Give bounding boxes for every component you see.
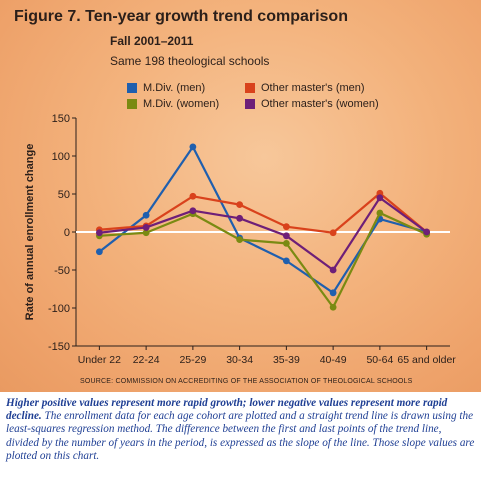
x-tick-label: 25-29 <box>179 354 206 366</box>
legend-label-mdiv-men: M.Div. (men) <box>143 82 206 94</box>
legend-item-mdiv-men: M.Div. (men) <box>127 82 205 94</box>
figure-caption: Higher positive values represent more ra… <box>6 397 476 463</box>
legend-item-other-women: Other master's (women) <box>245 98 379 110</box>
series-point <box>142 229 150 237</box>
y-tick-label: -100 <box>48 303 70 315</box>
series-point <box>236 214 244 222</box>
chart-subtitle-sample: Same 198 theological schools <box>110 54 270 68</box>
series-point <box>142 211 150 219</box>
series-point <box>282 240 290 247</box>
series-point <box>236 236 244 244</box>
series-point <box>329 289 337 297</box>
y-tick-label: -50 <box>54 265 70 277</box>
series-point <box>95 229 103 237</box>
y-tick-label: 100 <box>52 151 70 163</box>
series-line-0 <box>98 145 427 294</box>
legend-label-other-men: Other master's (men) <box>261 82 365 94</box>
line-chart: 150 100 50 0 -50 -100 -150 Under 22 22-24 25-29 30… <box>24 113 456 366</box>
x-tick-label: Under 22 <box>78 354 121 366</box>
legend-label-other-women: Other master's (women) <box>261 98 379 110</box>
x-tick-label: 50-64 <box>366 354 393 366</box>
series-point <box>189 207 197 215</box>
series-point <box>376 194 384 202</box>
legend-swatch-mdiv-men <box>127 83 137 93</box>
series-line-1 <box>99 192 428 234</box>
x-tick-label: 40-49 <box>320 354 347 366</box>
caption-text: The enrollment data for each age cohort … <box>6 410 475 462</box>
legend-swatch-other-women <box>245 99 255 109</box>
series-point <box>329 303 337 311</box>
y-tick-label: -150 <box>48 341 70 353</box>
legend-swatch-other-men <box>245 83 255 93</box>
series-point <box>329 266 337 274</box>
y-axis-label: Rate of annual enrollment change <box>24 144 36 321</box>
series-point <box>95 248 103 256</box>
y-tick-label: 0 <box>64 227 70 239</box>
chart-figure: Figure 7. Ten-year growth trend comparis… <box>0 0 481 392</box>
legend-label-mdiv-women: M.Div. (women) <box>143 98 220 110</box>
y-tick-label: 50 <box>58 189 70 201</box>
y-tick-label: 150 <box>52 113 70 125</box>
series-point <box>189 143 197 151</box>
legend-item-other-men: Other master's (men) <box>245 82 365 94</box>
series-point <box>423 228 431 236</box>
series-point <box>282 223 290 231</box>
x-tick-label: 22-24 <box>133 354 160 366</box>
chart-title: Figure 7. Ten-year growth trend comparis… <box>14 8 348 25</box>
series-point <box>142 224 150 231</box>
caption-bold-text: Higher positive values represent more ra… <box>6 397 448 423</box>
series-point <box>189 192 197 200</box>
series-point <box>236 201 244 209</box>
x-tick-label: 30-34 <box>226 354 253 366</box>
series-point <box>329 229 337 237</box>
series-point <box>282 232 290 240</box>
chart-subtitle-period: Fall 2001–2011 <box>110 34 194 48</box>
x-tick-label: 65 and older <box>397 354 456 366</box>
legend-item-mdiv-women: M.Div. (women) <box>127 98 219 110</box>
x-tick-label: 35-39 <box>273 354 300 366</box>
series-point <box>282 257 290 265</box>
legend-swatch-mdiv-women <box>127 99 137 109</box>
chart-source: SOURCE: COMMISSION ON ACCREDITING OF THE… <box>80 378 413 385</box>
series-line-2 <box>99 211 428 309</box>
series-line-3 <box>99 196 428 272</box>
series-point <box>376 209 384 217</box>
